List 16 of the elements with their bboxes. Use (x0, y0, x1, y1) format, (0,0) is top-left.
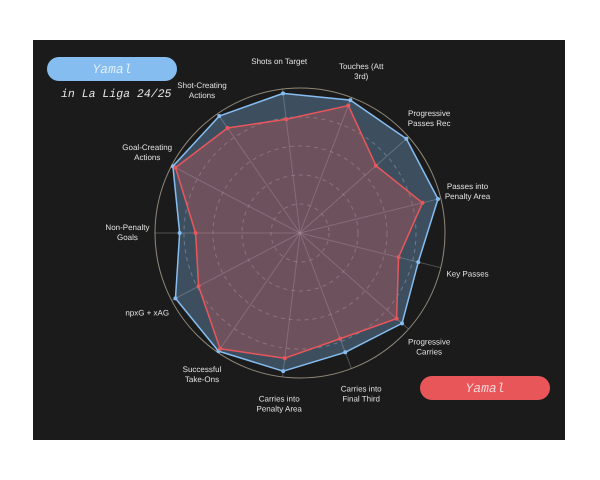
spoke-label: Passes into Penalty Area (444, 182, 491, 201)
spoke-label: Successful Take-Ons (182, 365, 222, 384)
spoke-label: Carries into Final Third (340, 384, 382, 404)
spoke-label: Non-Penalty Goals (105, 223, 150, 242)
spoke-label: Key Passes (446, 269, 489, 278)
spoke-label: Goal-Creating Actions (122, 143, 172, 162)
spoke-label: Progressive Carries (408, 338, 451, 357)
text: Yamal (420, 376, 550, 400)
spoke-label: Carries into Penalty Area (256, 394, 302, 414)
spoke-label: Shots on Target (251, 56, 308, 66)
spoke-label: Progressive Passes Rec (408, 108, 451, 128)
text: Yamal (47, 57, 177, 81)
spoke-label: npxG + xAG (125, 308, 170, 318)
spoke-label: Touches (Att 3rd) (338, 62, 384, 81)
spoke-label: Shot-Creating Actions (177, 81, 227, 100)
text: in La Liga 24/25 (61, 88, 172, 102)
